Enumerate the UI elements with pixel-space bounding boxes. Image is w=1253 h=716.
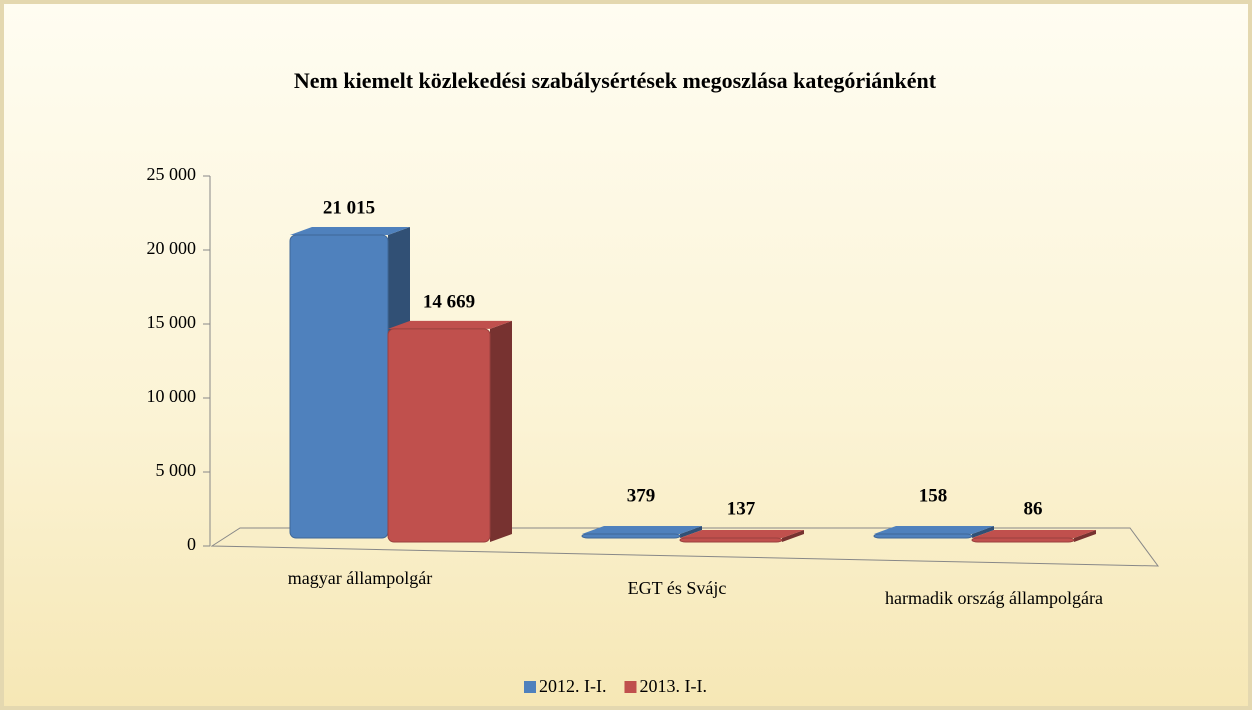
- y-tick-label: 25 000: [147, 164, 197, 184]
- bar: [679, 537, 783, 543]
- bar: [387, 328, 491, 543]
- chart-title: Nem kiemelt közlekedési szabálysértések …: [294, 68, 937, 93]
- bar-top: [680, 530, 804, 538]
- y-tick-label: 20 000: [147, 238, 197, 258]
- y-tick-label: 5 000: [156, 460, 197, 480]
- value-label: 137: [727, 498, 756, 519]
- value-label: 86: [1024, 498, 1043, 519]
- bar-top: [582, 526, 702, 534]
- value-label: 158: [919, 485, 948, 506]
- y-tick-label: 10 000: [147, 386, 197, 406]
- y-tick-label: 15 000: [147, 312, 197, 332]
- bar-top: [290, 226, 410, 235]
- x-tick-label: harmadik ország állampolgára: [885, 588, 1103, 608]
- bar-side: [490, 320, 512, 542]
- bar-side: [680, 526, 702, 538]
- legend-swatch: [524, 681, 536, 693]
- y-tick-label: 0: [187, 534, 196, 554]
- x-tick-label: magyar állampolgár: [288, 568, 432, 588]
- value-label: 14 669: [423, 291, 475, 312]
- bar-top: [972, 530, 1096, 538]
- x-tick-label: EGT és Svájc: [628, 578, 727, 598]
- value-label: 21 015: [323, 197, 375, 218]
- bar: [873, 533, 973, 539]
- bar-side: [782, 530, 804, 542]
- legend-label: 2012. I-I.: [539, 676, 606, 696]
- legend-swatch: [624, 681, 637, 693]
- value-label: 379: [627, 485, 656, 506]
- bar: [289, 234, 389, 539]
- legend-label: 2013. I-I.: [639, 676, 706, 696]
- bar-top: [874, 526, 994, 534]
- bar-side: [1074, 530, 1096, 542]
- bar: [971, 537, 1075, 543]
- bar-top: [388, 320, 512, 329]
- bar: [581, 533, 681, 539]
- bar-side: [972, 526, 994, 538]
- floor: [210, 527, 1160, 567]
